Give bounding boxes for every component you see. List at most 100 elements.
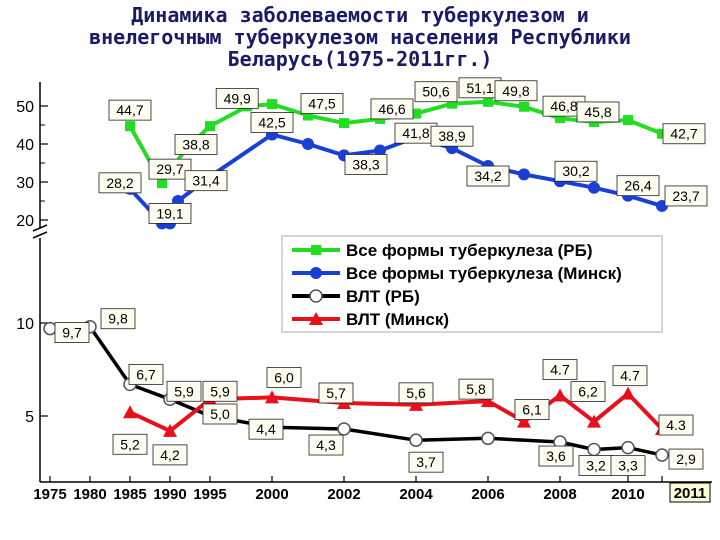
data-label-text: 45,8 xyxy=(584,104,611,120)
data-point xyxy=(311,245,321,255)
data-label-box xyxy=(266,366,302,388)
data-point xyxy=(517,414,531,428)
legend-label: ВЛТ (Минск) xyxy=(346,310,449,329)
data-label-box xyxy=(112,433,148,455)
data-point xyxy=(374,144,386,157)
data-point xyxy=(623,115,633,126)
legend-label: Все формы туберкулеза (Минск) xyxy=(346,264,622,283)
data-label-box xyxy=(100,308,136,330)
data-label-text: 6,2 xyxy=(578,384,598,400)
data-label-text: 5,7 xyxy=(326,385,346,401)
data-point xyxy=(339,118,349,129)
data-label: 28,2 xyxy=(98,172,142,194)
data-label: 9,7 xyxy=(54,322,90,343)
data-label-text: 5,9 xyxy=(174,383,194,399)
data-label-box xyxy=(174,134,218,155)
data-label-text: 6,7 xyxy=(136,366,156,382)
chart-title: Динамика заболеваемости туберкулезом и в… xyxy=(0,4,720,70)
data-label: 3,3 xyxy=(610,455,646,477)
data-label-box xyxy=(300,93,344,114)
data-label: 26,4 xyxy=(616,175,660,197)
data-label-box xyxy=(184,170,228,192)
data-label: 34,2 xyxy=(466,165,510,187)
data-label-text: 42,7 xyxy=(670,126,697,142)
data-label-box xyxy=(54,322,90,343)
data-label-box xyxy=(202,380,238,402)
data-label-box xyxy=(662,123,706,145)
legend-item: Все формы туберкулеза (РБ) xyxy=(292,241,593,260)
x-tick-label: 2008 xyxy=(543,486,576,503)
data-label-box xyxy=(430,125,474,147)
data-point xyxy=(587,442,601,457)
data-point xyxy=(555,113,565,124)
data-label: 6,0 xyxy=(266,366,302,388)
data-label-box xyxy=(248,418,284,440)
data-label: 6,7 xyxy=(128,363,164,385)
data-label: 38,3 xyxy=(344,154,388,175)
y-tick-label: 30 xyxy=(16,175,34,192)
x-tick-label: 2010 xyxy=(611,486,644,503)
data-point xyxy=(409,433,423,447)
data-label-box xyxy=(538,445,574,467)
data-label-box xyxy=(398,382,434,404)
legend: Все формы туберкулеза (РБ) Все формы тубе… xyxy=(281,235,663,333)
data-label-box xyxy=(658,414,694,436)
data-point xyxy=(309,289,323,303)
data-label-box xyxy=(98,172,142,194)
x-tick-label: 2002 xyxy=(327,486,360,503)
x-tick-label: 1980 xyxy=(73,486,106,503)
data-point xyxy=(303,110,313,121)
data-point xyxy=(621,440,635,455)
data-point xyxy=(481,431,495,446)
x-tick-label: 1995 xyxy=(193,486,226,503)
data-label-text: 9,8 xyxy=(108,311,128,327)
data-label: 5,7 xyxy=(318,382,354,404)
y-axis-break xyxy=(32,224,48,239)
data-label: 41,8 xyxy=(394,122,438,144)
legend-box xyxy=(281,235,663,333)
data-point xyxy=(518,168,530,181)
x-tick-label: 1975 xyxy=(33,486,66,503)
data-label: 31,4 xyxy=(184,170,228,192)
data-label: 5,0 xyxy=(202,403,238,425)
data-label-text: 4,2 xyxy=(160,447,180,463)
data-label-text: 5,8 xyxy=(466,381,486,397)
y-tick-label: 5 xyxy=(25,409,34,426)
x-tick-label: 1990 xyxy=(153,486,186,503)
data-label-text: 6,1 xyxy=(522,402,542,418)
data-point xyxy=(409,397,423,411)
data-label: 2,9 xyxy=(668,448,704,470)
data-point xyxy=(125,121,135,132)
data-label-text: 3,2 xyxy=(586,457,606,473)
data-point xyxy=(553,388,567,402)
data-label: 4.7 xyxy=(542,359,578,380)
x-tick-label: 2000 xyxy=(255,486,288,503)
data-point xyxy=(481,394,495,408)
data-label-text: 23,7 xyxy=(672,188,699,204)
x-tick-label: 2011 xyxy=(674,485,707,502)
data-label-box xyxy=(128,363,164,385)
data-point xyxy=(302,138,314,150)
data-label: 4,4 xyxy=(248,418,284,440)
data-label: 19,1 xyxy=(148,203,192,224)
x-tick-label: 2006 xyxy=(471,486,504,503)
data-label: 5,6 xyxy=(398,382,434,404)
data-label-text: 6,0 xyxy=(274,369,294,385)
data-label-box xyxy=(148,203,192,224)
data-label: 38,8 xyxy=(174,134,218,155)
data-label-box xyxy=(344,154,388,175)
data-label-text: 19,1 xyxy=(156,205,183,221)
data-label-box xyxy=(408,451,444,473)
chart-title-line-1: Динамика заболеваемости туберкулезом и xyxy=(131,3,589,27)
data-point xyxy=(621,386,635,400)
legend-label: ВЛТ (РБ) xyxy=(346,287,420,306)
data-point xyxy=(309,312,323,325)
data-label: 29,7 xyxy=(148,158,192,180)
data-label-text: 46,6 xyxy=(378,101,405,117)
data-label-text: 9,7 xyxy=(62,325,82,341)
data-label-text: 38,9 xyxy=(438,128,465,144)
data-label-box xyxy=(250,112,294,133)
data-point xyxy=(205,121,215,132)
data-label-box xyxy=(202,403,238,425)
data-label-box xyxy=(612,365,648,387)
